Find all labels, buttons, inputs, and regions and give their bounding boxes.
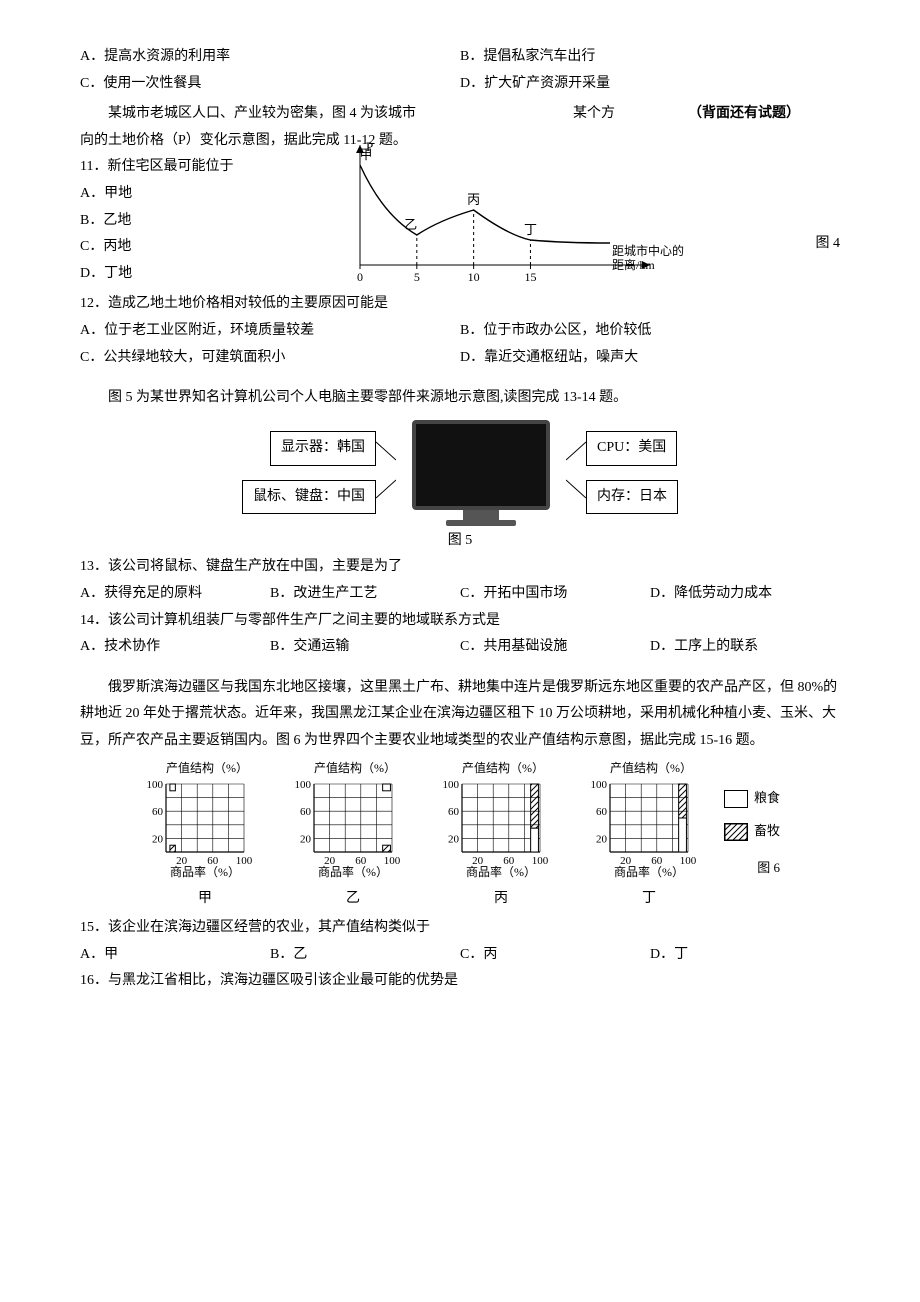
q14-opt-a: A．技术协作 (80, 634, 270, 661)
svg-text:0: 0 (357, 270, 363, 284)
fig6-panel-label: 丙 (494, 886, 508, 913)
svg-text:60: 60 (300, 807, 312, 819)
q15-opt-d: D．丁 (650, 942, 840, 969)
fig6-caption: 图 6 (724, 856, 780, 881)
svg-text:15: 15 (524, 270, 536, 284)
legend-grain-label: 粮食 (754, 786, 780, 811)
fig6-panel-label: 乙 (346, 886, 360, 913)
svg-text:产值结构（%）: 产值结构（%） (610, 760, 692, 775)
q10-options: A．提高水资源的利用率 B．提倡私家汽车出行 C．使用一次性餐具 D．扩大矿产资… (80, 44, 840, 97)
q13-stem: 13．该公司将鼠标、键盘生产放在中国，主要是为了 (80, 554, 840, 581)
q12-opt-d: D．靠近交通枢纽站，噪声大 (460, 345, 840, 372)
back-note: （背面还有试题） (688, 101, 800, 128)
fig5-lines-left (376, 420, 396, 520)
q13-opt-c: C．开拓中国市场 (460, 581, 650, 608)
legend-grain-swatch (724, 790, 748, 808)
fig6-panel-丁: 产值结构（%）20601002060100商品率（%）丁 (584, 760, 714, 913)
passage11-line1a: 某城市老城区人口、产业较为密集，图 4 为该城市 (80, 106, 416, 121)
fig5-right-2: 内存：日本 (586, 480, 678, 515)
svg-text:60: 60 (448, 807, 460, 819)
q13-opt-a: A．获得充足的原料 (80, 581, 270, 608)
passage11-line1b: 某个方 (573, 106, 615, 121)
fig6-panel-甲: 产值结构（%）20601002060100商品率（%）甲 (140, 760, 270, 913)
q10-opt-c: C．使用一次性餐具 (80, 71, 460, 98)
svg-text:60: 60 (596, 807, 608, 819)
svg-text:产值结构（%）: 产值结构（%） (314, 760, 396, 775)
q14-opt-c: C．共用基础设施 (460, 634, 650, 661)
fig6-panel-label: 丁 (642, 886, 656, 913)
fig6-panel-乙: 产值结构（%）20601002060100商品率（%）乙 (288, 760, 418, 913)
svg-text:产值结构（%）: 产值结构（%） (166, 760, 248, 775)
passage-11-12: 某城市老城区人口、产业较为密集，图 4 为该城市 某个方 向的土地价格（P）变化… (80, 101, 840, 287)
fig5-lines-right (566, 420, 586, 520)
q15-opt-a: A．甲 (80, 942, 270, 969)
q14-opt-d: D．工序上的联系 (650, 634, 840, 661)
fig6-panel-label: 甲 (198, 886, 212, 913)
svg-text:5: 5 (414, 270, 420, 284)
q16-stem: 16．与黑龙江省相比，滨海边疆区吸引该企业最可能的优势是 (80, 968, 840, 995)
svg-text:丁: 丁 (524, 222, 537, 237)
fig6-panel-丙: 产值结构（%）20601002060100商品率（%）丙 (436, 760, 566, 913)
svg-text:商品率（%）: 商品率（%） (466, 864, 536, 879)
svg-text:商品率（%）: 商品率（%） (318, 864, 388, 879)
fig4-chart: 051015甲乙丙丁P距城市中心的距离/km (340, 135, 700, 285)
fig5-caption: 图 5 (80, 528, 840, 555)
q15-opt-b: B．乙 (270, 942, 460, 969)
q10-opt-d: D．扩大矿产资源开采量 (460, 71, 840, 98)
svg-text:20: 20 (152, 834, 164, 846)
svg-text:距城市中心的: 距城市中心的 (612, 243, 684, 258)
q15-options: A．甲 B．乙 C．丙 D．丁 (80, 942, 840, 969)
q12-options: A．位于老工业区附近，环境质量较差 B．位于市政办公区，地价较低 C．公共绿地较… (80, 318, 840, 371)
fig5-right-1: CPU：美国 (586, 431, 677, 466)
svg-text:20: 20 (596, 834, 608, 846)
q13-opt-b: B．改进生产工艺 (270, 581, 460, 608)
svg-text:10: 10 (468, 270, 480, 284)
q14-options: A．技术协作 B．交通运输 C．共用基础设施 D．工序上的联系 (80, 634, 840, 661)
svg-text:20: 20 (448, 834, 460, 846)
svg-text:20: 20 (300, 834, 312, 846)
fig4-caption: 图 4 (816, 231, 841, 258)
svg-text:100: 100 (590, 779, 607, 791)
figure-4: 051015甲乙丙丁P距城市中心的距离/km (340, 135, 700, 285)
figure-5: 显示器：韩国 鼠标、键盘：中国 CPU：美国 内存：日本 (80, 420, 840, 526)
svg-text:产值结构（%）: 产值结构（%） (462, 760, 544, 775)
legend-livestock-swatch (724, 823, 748, 841)
svg-text:100: 100 (294, 779, 311, 791)
fig6-legend: 粮食 畜牧 图 6 (724, 786, 780, 880)
fig5-monitor-icon (412, 420, 550, 526)
svg-text:丙: 丙 (467, 192, 480, 207)
q10-opt-b: B．提倡私家汽车出行 (460, 44, 840, 71)
svg-text:乙: 乙 (404, 217, 417, 232)
q15-stem: 15．该企业在滨海边疆区经营的农业，其产值结构类似于 (80, 915, 840, 942)
q13-opt-d: D．降低劳动力成本 (650, 581, 840, 608)
svg-text:P: P (366, 139, 373, 154)
q13-options: A．获得充足的原料 B．改进生产工艺 C．开拓中国市场 D．降低劳动力成本 (80, 581, 840, 608)
svg-text:商品率（%）: 商品率（%） (614, 864, 684, 879)
svg-text:100: 100 (146, 779, 163, 791)
svg-text:100: 100 (442, 779, 459, 791)
svg-text:60: 60 (152, 807, 164, 819)
q14-opt-b: B．交通运输 (270, 634, 460, 661)
figure-6: 产值结构（%） 20 60 100 20 60 100 商品率（%） 甲 产值结构（%） 20 60 1… (80, 760, 840, 913)
q14-stem: 14．该公司计算机组装厂与零部件生产厂之间主要的地域联系方式是 (80, 608, 840, 635)
q12-opt-b: B．位于市政办公区，地价较低 (460, 318, 840, 345)
legend-livestock-label: 畜牧 (754, 819, 780, 844)
q12-stem: 12．造成乙地土地价格相对较低的主要原因可能是 (80, 291, 840, 318)
fig5-left-1: 显示器：韩国 (270, 431, 376, 466)
q12-opt-a: A．位于老工业区附近，环境质量较差 (80, 318, 460, 345)
q10-opt-a: A．提高水资源的利用率 (80, 44, 460, 71)
q12-opt-c: C．公共绿地较大，可建筑面积小 (80, 345, 460, 372)
passage-13-14: 图 5 为某世界知名计算机公司个人电脑主要零部件来源地示意图,读图完成 13-1… (80, 385, 840, 412)
svg-text:商品率（%）: 商品率（%） (170, 864, 240, 879)
fig5-left-2: 鼠标、键盘：中国 (242, 480, 376, 515)
q15-opt-c: C．丙 (460, 942, 650, 969)
passage-15-16: 俄罗斯滨海边疆区与我国东北地区接壤，这里黑土广布、耕地集中连片是俄罗斯远东地区重… (80, 675, 840, 755)
svg-text:距离/km: 距离/km (612, 257, 655, 272)
